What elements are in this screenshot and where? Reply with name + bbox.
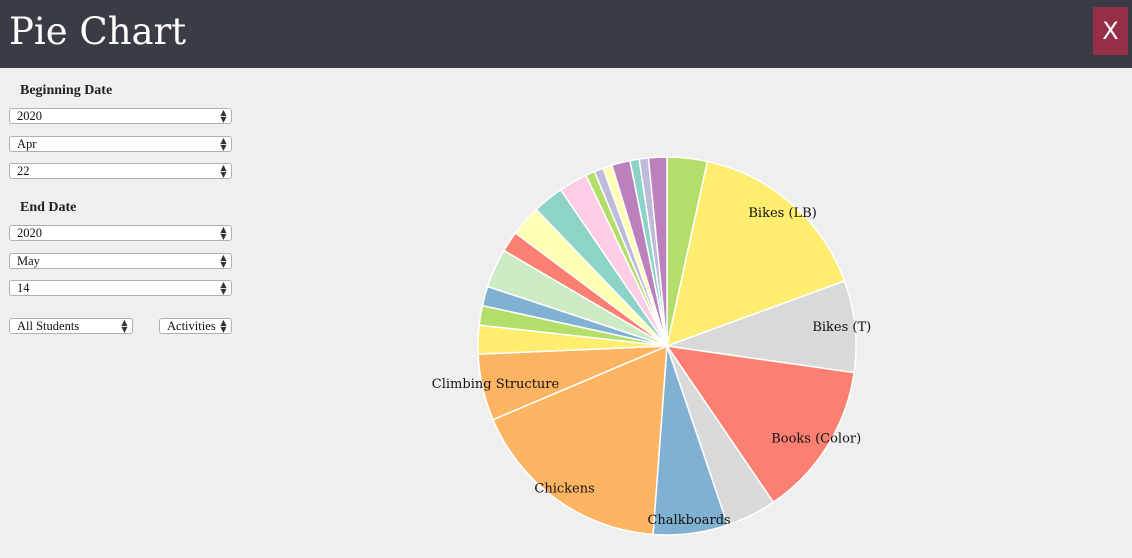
slice-label: Books (Color) [771, 432, 861, 447]
pie-slice-chickens [491, 344, 668, 536]
beginning-month-select[interactable]: Apr ▲ ▼ [9, 136, 232, 152]
students-select[interactable]: All Students ▲ ▼ [9, 318, 133, 334]
beginning-day-value: 22 [17, 164, 30, 178]
select-arrows-icon: ▲ ▼ [220, 108, 227, 124]
end-month-value: May [17, 254, 40, 268]
pie-slice-bikes-t [666, 280, 857, 374]
select-arrows-icon: ▲ ▼ [220, 225, 227, 241]
beginning-month-value: Apr [17, 137, 37, 151]
pie-slice-books-color [665, 345, 855, 504]
end-date-label: End Date [20, 200, 77, 215]
pie-slice-bikes-lb [665, 160, 846, 348]
slice-label: Bikes (T) [812, 320, 871, 335]
slice-label: Chalkboards [647, 513, 730, 528]
end-month-select[interactable]: May ▲ ▼ [9, 253, 232, 269]
pie-labels: Bikes (LB) Bikes (T) Books (Color) Chalkboa… [432, 206, 871, 528]
mode-select[interactable]: Activities ▲ ▼ [159, 318, 232, 334]
slice-label: Bikes (LB) [748, 206, 816, 221]
beginning-year-select[interactable]: 2020 ▲ ▼ [9, 108, 232, 124]
slice-label: Chickens [534, 481, 594, 496]
slice-label: Climbing Structure [432, 377, 560, 392]
end-day-value: 14 [17, 281, 30, 295]
mode-value: Activities [167, 319, 216, 333]
page-title: Pie Chart [9, 10, 187, 53]
select-arrows-icon: ▲ ▼ [220, 280, 227, 296]
pie-slices [477, 156, 857, 536]
end-year-select[interactable]: 2020 ▲ ▼ [9, 225, 232, 241]
select-arrows-icon: ▲ ▼ [220, 136, 227, 152]
select-arrows-icon: ▲ ▼ [220, 253, 227, 269]
students-value: All Students [17, 319, 80, 333]
pie-slice-22 [647, 156, 668, 347]
select-arrows-icon: ▲ ▼ [121, 318, 128, 334]
end-year-value: 2020 [17, 226, 42, 240]
beginning-date-label: Beginning Date [20, 83, 113, 98]
end-day-select[interactable]: 14 ▲ ▼ [9, 280, 232, 296]
beginning-year-value: 2020 [17, 109, 42, 123]
select-arrows-icon: ▲ ▼ [220, 318, 227, 334]
select-arrows-icon: ▲ ▼ [220, 163, 227, 179]
close-button[interactable]: X [1093, 7, 1128, 55]
beginning-day-select[interactable]: 22 ▲ ▼ [9, 163, 232, 179]
pie-chart: Bikes (LB) Bikes (T) Books (Color) Chalkboa… [432, 156, 871, 536]
header-bar: Pie Chart X [0, 0, 1132, 68]
